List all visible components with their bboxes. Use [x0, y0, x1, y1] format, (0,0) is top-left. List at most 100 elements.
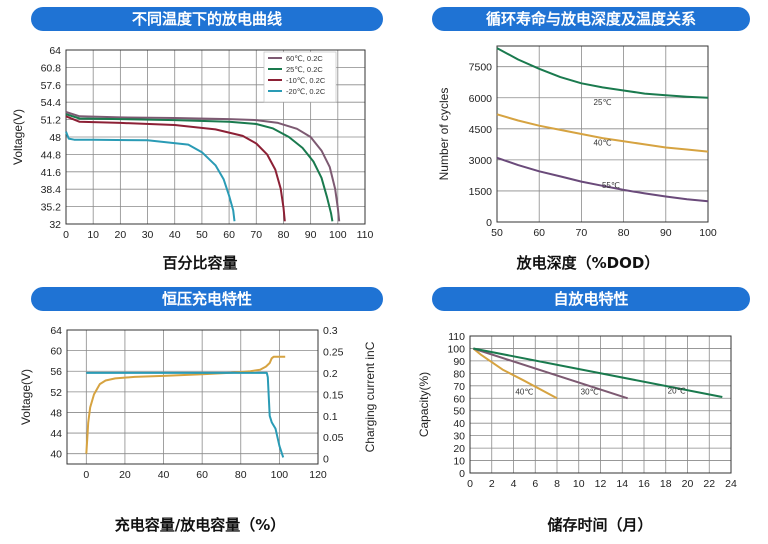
plot-frame: [496, 45, 709, 223]
constant-voltage-charge-chart: 0 20 40 60 80 100 120 40 44 48 52 56 60 64 0 0.05 0.1 0.1…: [19, 325, 377, 481]
y-tick-label: 0: [459, 468, 465, 480]
x-tick-label: 0: [467, 478, 473, 490]
series-label: 20℃: [668, 386, 686, 395]
series-label: 40℃: [594, 138, 612, 147]
x-tick-label: 50: [196, 229, 208, 241]
y-tick-label: 70: [453, 381, 465, 393]
y-tick-label: 80: [453, 368, 465, 380]
y-tick-label: 90: [453, 356, 465, 368]
x-tick-label: 22: [703, 478, 715, 490]
y-axis-label: Capacity(%): [417, 372, 431, 437]
x-tick-label: 60: [533, 227, 545, 239]
y-tick-label: 20: [453, 443, 465, 455]
x-tick-label: 10: [573, 478, 585, 490]
series-label: 40℃: [515, 388, 533, 397]
y-tick-label: 3000: [469, 155, 493, 167]
series-line: [65, 111, 341, 222]
y-tick-label: 38.4: [41, 184, 62, 196]
y-tick-label: 40: [50, 449, 62, 461]
series-line: [496, 113, 709, 153]
y-tick-label: 57.6: [41, 80, 62, 92]
y-tick-label: 100: [447, 343, 465, 355]
x-tick-label: 40: [158, 469, 170, 481]
series-line: [473, 347, 723, 398]
legend-label: -20℃, 0.2C: [286, 87, 326, 96]
x-tick-label: 50: [491, 227, 503, 239]
y-tick-label: 40: [453, 418, 465, 430]
y2-tick-label: 0.05: [323, 432, 344, 444]
y-tick-label: 0: [486, 217, 492, 229]
x-tick-label: 80: [618, 227, 630, 239]
panel2-header: 循环寿命与放电深度及温度关系: [432, 7, 750, 31]
x-tick-label: 20: [682, 478, 694, 490]
x-tick-label: 18: [660, 478, 672, 490]
series-label: 30℃: [581, 388, 599, 397]
self-discharge-chart: 0 2 4 6 8 10 12 14 16 18 20 22 240102030405060708090…: [417, 331, 737, 490]
cycle-life-chart: 50 60 70 80 90 100 0 1500 3000 4500 6000 7500 Number…: [437, 45, 717, 239]
y-tick-label: 48: [49, 132, 61, 144]
y-tick-label: 30: [453, 431, 465, 443]
x-tick-label: 16: [638, 478, 650, 490]
y-tick-label: 48: [50, 407, 62, 419]
x-tick-label: 100: [271, 469, 289, 481]
x-tick-label: 30: [142, 229, 154, 241]
x-tick-label: 20: [119, 469, 131, 481]
series-line: [65, 113, 334, 222]
legend-box: [263, 51, 337, 103]
legend-label: 60℃, 0.2C: [286, 54, 323, 63]
panel3-header: 恒压充电特性: [31, 287, 383, 311]
x-tick-label: 40: [169, 229, 181, 241]
x-tick-label: 90: [660, 227, 672, 239]
series-line: [496, 156, 709, 203]
y-tick-label: 1500: [469, 186, 493, 198]
legend-label: 25℃, 0.2C: [286, 65, 323, 74]
plot-frame: [66, 329, 319, 465]
plot-frame: [65, 49, 366, 225]
y-tick-label: 41.6: [41, 167, 62, 179]
y-tick-label: 4500: [469, 124, 493, 136]
y-tick-label: 60: [453, 393, 465, 405]
series-line: [65, 115, 286, 222]
x-tick-label: 0: [63, 229, 69, 241]
legend-label: -10℃, 0.2C: [286, 76, 326, 85]
x-tick-label: 12: [595, 478, 607, 490]
x-tick-label: 100: [699, 227, 717, 239]
y-tick-label: 60.8: [41, 62, 62, 74]
y-tick-label: 44: [50, 428, 62, 440]
x-tick-label: 110: [357, 229, 374, 241]
x-tick-label: 8: [554, 478, 560, 490]
y-axis-label: Voltage(V): [11, 109, 25, 165]
x-tick-label: 80: [235, 469, 247, 481]
x-tick-label: 6: [532, 478, 538, 490]
series-line: [496, 47, 709, 99]
y2-tick-label: 0.15: [323, 389, 344, 401]
y-tick-label: 50: [453, 406, 465, 418]
x-tick-label: 0: [83, 469, 89, 481]
panel4-header: 自放电特性: [432, 287, 750, 311]
panel2-x-caption: 放电深度（%DOD）: [516, 254, 660, 272]
panel3-x-caption: 充电容量/放电容量（%）: [114, 516, 286, 534]
x-tick-label: 90: [305, 229, 317, 241]
x-tick-label: 14: [616, 478, 628, 490]
x-tick-label: 2: [489, 478, 495, 490]
y2-tick-label: 0.3: [323, 325, 338, 337]
panel1-header: 不同温度下的放电曲线: [31, 7, 383, 31]
x-tick-label: 60: [196, 469, 208, 481]
x-tick-label: 20: [115, 229, 127, 241]
y-tick-label: 64: [49, 45, 61, 57]
y2-tick-label: 0.2: [323, 368, 338, 380]
y-tick-label: 10: [453, 456, 465, 468]
x-tick-label: 60: [223, 229, 235, 241]
panel1-x-caption: 百分比容量: [162, 254, 238, 272]
x-tick-label: 70: [576, 227, 588, 239]
series-line: [85, 355, 286, 454]
y-tick-label: 54.4: [41, 97, 62, 109]
series-line: [472, 347, 629, 400]
y-tick-label: 56: [50, 366, 62, 378]
y-tick-label: 52: [50, 387, 62, 399]
plot-frame: [469, 335, 732, 474]
panel4-x-caption: 储存时间（月）: [547, 516, 653, 534]
y2-axis-label: Charging current inC: [363, 341, 377, 452]
y-tick-label: 35.2: [41, 202, 62, 214]
y-tick-label: 6000: [469, 93, 493, 105]
